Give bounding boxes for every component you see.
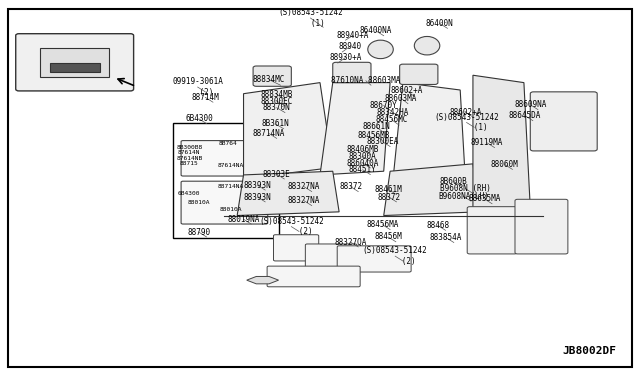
Text: 8B361N: 8B361N — [262, 119, 289, 128]
FancyBboxPatch shape — [267, 266, 360, 287]
Text: 89119MA: 89119MA — [471, 138, 503, 147]
Text: 8B764: 8B764 — [218, 141, 237, 146]
Text: 886040A: 886040A — [346, 158, 379, 168]
Text: 88010A: 88010A — [220, 208, 242, 212]
Text: 88327NA: 88327NA — [288, 196, 320, 205]
Text: 86400NA: 86400NA — [360, 26, 392, 35]
Text: 87610NA 88603MA: 87610NA 88603MA — [331, 76, 401, 85]
Text: 88372: 88372 — [377, 193, 401, 202]
Text: 88930+A: 88930+A — [330, 53, 362, 62]
Text: 88714NA: 88714NA — [218, 183, 244, 189]
FancyBboxPatch shape — [337, 246, 411, 272]
Text: 88715: 88715 — [180, 161, 199, 166]
FancyBboxPatch shape — [273, 235, 319, 261]
FancyBboxPatch shape — [305, 244, 357, 268]
Text: 8B300B8: 8B300B8 — [176, 145, 202, 150]
Text: 88661N: 88661N — [362, 122, 390, 131]
Text: (S)08543-51242
      (1): (S)08543-51242 (1) — [434, 113, 499, 132]
Text: 88456MA: 88456MA — [366, 220, 399, 229]
Text: 88714M: 88714M — [191, 93, 219, 102]
Text: 88451Y: 88451Y — [349, 165, 376, 174]
Bar — [40, 48, 109, 77]
Text: 87614N: 87614N — [178, 150, 200, 155]
Text: 87614NB: 87614NB — [176, 156, 202, 161]
Text: 88342HA: 88342HA — [376, 108, 409, 117]
Text: (S)08543-51242
      (2): (S)08543-51242 (2) — [259, 217, 324, 236]
Text: 88834MB: 88834MB — [260, 90, 293, 99]
Bar — [173, 123, 278, 238]
Text: 88010A: 88010A — [188, 200, 210, 205]
Text: 88300EA: 88300EA — [366, 137, 399, 146]
Text: 88300A: 88300A — [349, 152, 376, 161]
FancyBboxPatch shape — [515, 199, 568, 254]
Text: 88602+A: 88602+A — [390, 86, 423, 95]
Ellipse shape — [368, 40, 394, 59]
Text: 88327NA: 88327NA — [288, 182, 320, 191]
Text: 8B600B: 8B600B — [440, 177, 468, 186]
Text: 6B4300: 6B4300 — [178, 191, 200, 196]
Text: (S)08543-51242
      (2): (S)08543-51242 (2) — [363, 247, 428, 266]
Text: 88940: 88940 — [339, 42, 362, 51]
Text: 88790: 88790 — [188, 228, 211, 237]
Text: 88670Y: 88670Y — [370, 101, 397, 110]
Text: 88456MC: 88456MC — [375, 115, 408, 124]
FancyBboxPatch shape — [181, 141, 255, 176]
Text: 88456MB: 88456MB — [358, 131, 390, 140]
Polygon shape — [384, 164, 479, 215]
Text: (S)08543-51242
   (1): (S)08543-51242 (1) — [278, 8, 343, 28]
FancyBboxPatch shape — [333, 62, 371, 83]
FancyBboxPatch shape — [531, 92, 597, 151]
Bar — [50, 64, 100, 72]
FancyBboxPatch shape — [253, 66, 291, 86]
Text: 88940+A: 88940+A — [337, 31, 369, 40]
Text: 88602+A: 88602+A — [449, 108, 481, 117]
Text: 88461M: 88461M — [375, 185, 403, 194]
FancyBboxPatch shape — [399, 64, 438, 84]
Polygon shape — [246, 276, 278, 284]
Text: 88714NA: 88714NA — [253, 129, 285, 138]
Text: 88393N: 88393N — [244, 181, 271, 190]
Text: 86400N: 86400N — [426, 19, 454, 28]
Text: 88635MA: 88635MA — [468, 195, 500, 203]
Text: 88834MC: 88834MC — [253, 75, 285, 84]
Text: 88609NA: 88609NA — [514, 100, 547, 109]
Text: B9608NA(LH): B9608NA(LH) — [438, 192, 489, 201]
Polygon shape — [320, 83, 390, 175]
Text: 88603MA: 88603MA — [385, 94, 417, 103]
Text: B9608N (RH): B9608N (RH) — [440, 184, 491, 193]
Polygon shape — [244, 83, 333, 179]
Polygon shape — [473, 75, 531, 215]
Text: 88456M: 88456M — [374, 232, 402, 241]
Text: 09919-3061A
    (2): 09919-3061A (2) — [172, 77, 223, 97]
Text: 87614NA: 87614NA — [218, 163, 244, 168]
FancyBboxPatch shape — [16, 34, 134, 91]
Text: 88300EC: 88300EC — [260, 97, 293, 106]
Text: JB8002DF: JB8002DF — [563, 346, 616, 356]
Ellipse shape — [414, 36, 440, 55]
Text: 88645DA: 88645DA — [509, 111, 541, 121]
Polygon shape — [390, 83, 467, 208]
Text: 88370N: 88370N — [263, 103, 291, 112]
Text: 88327QA: 88327QA — [334, 238, 367, 247]
Text: 88468: 88468 — [426, 221, 449, 230]
Text: 88019NA: 88019NA — [227, 215, 260, 224]
Text: 88393N: 88393N — [244, 193, 271, 202]
FancyBboxPatch shape — [467, 207, 517, 254]
Text: 88303E: 88303E — [263, 170, 291, 179]
FancyBboxPatch shape — [181, 181, 268, 224]
Text: 883854A: 883854A — [430, 233, 462, 242]
Text: 88060M: 88060M — [491, 160, 518, 169]
Polygon shape — [237, 171, 339, 215]
Text: 6B4300: 6B4300 — [185, 114, 213, 123]
Text: 88406MB: 88406MB — [346, 145, 379, 154]
Text: 88372: 88372 — [339, 182, 362, 191]
